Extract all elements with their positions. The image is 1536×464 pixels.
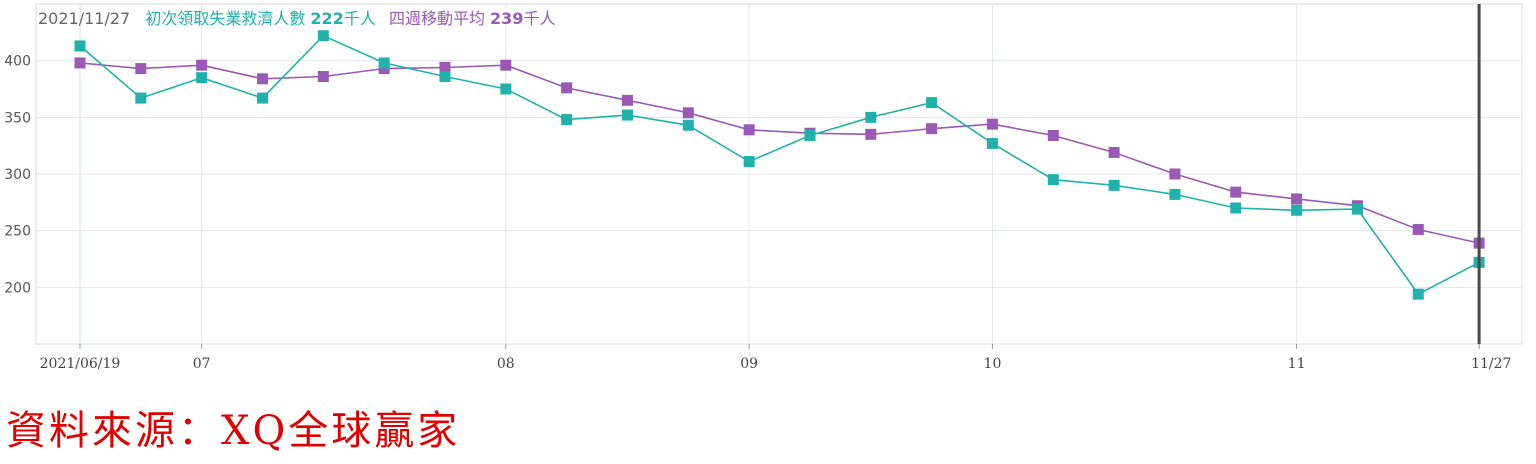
legend-series2-unit: 千人: [523, 9, 556, 28]
legend-series1-unit: 千人: [343, 9, 376, 28]
series2-point: [74, 57, 86, 69]
series1-point: [196, 72, 208, 84]
series1-point: [1351, 203, 1363, 215]
chart: 200 250 300 350 400 2021/06/19 07 08 09 10 11 11/27: [4, 3, 1523, 372]
series-line-2: [79, 62, 1480, 244]
series1-point: [865, 111, 877, 123]
series1-point: [743, 156, 755, 168]
series1-point: [1108, 179, 1120, 191]
series2-point: [743, 124, 755, 136]
series2-point: [926, 123, 938, 135]
axis-layer: 200 250 300 350 400 2021/06/19 07 08 09 10 11 11/27: [4, 54, 1511, 372]
series1-point: [256, 92, 268, 104]
y-tick-label: 300: [4, 167, 31, 183]
series2-point: [317, 71, 329, 83]
series2-point: [1108, 146, 1120, 158]
series2-point: [135, 63, 147, 75]
series2-point: [378, 63, 390, 75]
series1-point: [439, 71, 451, 83]
series1-point: [621, 109, 633, 121]
y-tick-label: 250: [4, 224, 31, 240]
y-tick-label: 200: [4, 280, 31, 296]
series2-point: [439, 61, 451, 73]
x-tick-label: 07: [193, 356, 211, 372]
legend-series2: 四週移動平均 239千人: [389, 9, 556, 28]
series2-point: [621, 94, 633, 106]
series1-point: [135, 92, 147, 104]
series1-point: [500, 83, 512, 95]
series2-point: [1230, 186, 1242, 198]
series1-point: [1169, 188, 1181, 200]
source-caption: 資料來源：XQ全球贏家: [6, 408, 461, 454]
y-tick-label: 350: [4, 110, 31, 126]
series1-point: [74, 40, 86, 52]
series2-point: [561, 82, 573, 94]
series2-point: [1412, 224, 1424, 236]
x-tick-label: 08: [497, 356, 515, 372]
series2-point: [865, 128, 877, 140]
series2-point: [1169, 168, 1181, 180]
series2-point: [256, 73, 268, 85]
series1-point: [317, 30, 329, 42]
series2-point: [196, 59, 208, 71]
grid-layer: [35, 3, 1523, 345]
legend-series1: 初次領取失業救濟人數 222千人: [145, 9, 376, 28]
series1-point: [804, 129, 816, 141]
series1-point: [986, 137, 998, 149]
series1-point: [1230, 202, 1242, 214]
series1-point: [1047, 174, 1059, 186]
legend-series2-label: 四週移動平均: [388, 9, 485, 28]
series1-point: [1412, 288, 1424, 300]
chart-legend: 2021/11/27 初次領取失業救濟人數 222千人 四週移動平均 239千人: [38, 5, 555, 29]
series2-point: [682, 107, 694, 119]
x-tick-label: 11/27: [1471, 356, 1511, 372]
legend-date: 2021/11/27: [38, 9, 131, 28]
series2-point: [500, 59, 512, 71]
x-tick-label: 2021/06/19: [40, 356, 121, 372]
series2-point: [1291, 193, 1303, 205]
series1-point: [378, 57, 390, 69]
x-tick-label: 09: [740, 356, 758, 372]
series2-point: [986, 118, 998, 130]
series1-point: [682, 119, 694, 131]
series-line-1: [79, 34, 1480, 296]
series1-point: [1291, 204, 1303, 216]
x-tick-label: 11: [1288, 356, 1306, 372]
y-tick-label: 400: [4, 54, 31, 70]
legend-series2-value: 239: [490, 9, 524, 28]
series-layer: [74, 30, 1485, 300]
series1-point: [561, 114, 573, 126]
x-tick-label: 10: [984, 356, 1002, 372]
series2-point: [1047, 129, 1059, 141]
legend-series1-value: 222: [310, 9, 344, 28]
legend-series1-label: 初次領取失業救濟人數: [145, 9, 306, 28]
series1-point: [926, 97, 938, 109]
